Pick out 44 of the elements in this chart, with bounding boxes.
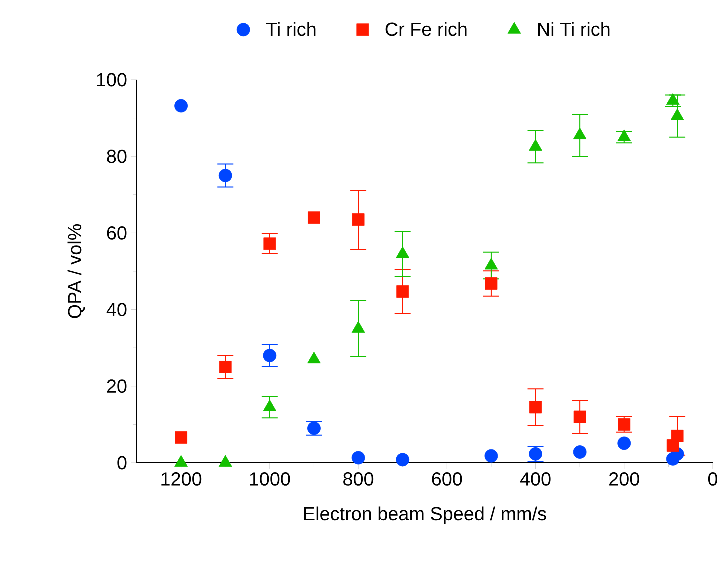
point bbox=[219, 361, 232, 374]
point bbox=[530, 401, 542, 414]
y-tick-label: 20 bbox=[107, 380, 127, 394]
point bbox=[396, 286, 410, 298]
point bbox=[263, 349, 277, 362]
point bbox=[308, 212, 320, 224]
legend-label: Ni Ti rich bbox=[538, 22, 610, 36]
x-tick-label: 800 bbox=[344, 472, 374, 486]
y-tick-label: 60 bbox=[107, 226, 127, 240]
point bbox=[352, 451, 366, 465]
point bbox=[352, 214, 365, 226]
point bbox=[352, 321, 366, 333]
point bbox=[175, 432, 188, 444]
point bbox=[618, 436, 632, 450]
point bbox=[574, 410, 586, 424]
point bbox=[484, 258, 498, 270]
x-tick-label: 1200 bbox=[162, 472, 202, 486]
point bbox=[218, 169, 232, 182]
y-tick-label: 0 bbox=[118, 456, 127, 470]
x-tick-label: 400 bbox=[520, 472, 551, 486]
x-tick-label: 600 bbox=[432, 472, 462, 486]
point bbox=[308, 352, 321, 364]
point bbox=[484, 449, 498, 463]
point bbox=[671, 430, 684, 442]
x-axis-title: Electron beam Speed / mm/s bbox=[304, 506, 546, 524]
x-tick-label: 200 bbox=[610, 472, 640, 486]
point bbox=[573, 446, 587, 459]
point bbox=[485, 278, 498, 290]
y-axis-title: QPA / vol% bbox=[68, 224, 86, 318]
y-tick-label: 100 bbox=[97, 73, 127, 87]
legend-label: Cr Fe rich bbox=[386, 22, 467, 36]
point bbox=[573, 128, 587, 140]
legend-label: Ti rich bbox=[266, 22, 316, 36]
point bbox=[396, 453, 410, 467]
point bbox=[396, 246, 410, 258]
point bbox=[529, 139, 542, 151]
x-tick-label: 0 bbox=[708, 472, 718, 486]
x-tick-label: 1000 bbox=[250, 472, 290, 486]
point bbox=[264, 238, 276, 250]
point bbox=[529, 447, 542, 461]
y-tick-label: 40 bbox=[106, 303, 127, 316]
point bbox=[618, 130, 632, 142]
y-tick-label: 80 bbox=[107, 150, 127, 164]
point bbox=[670, 108, 684, 120]
